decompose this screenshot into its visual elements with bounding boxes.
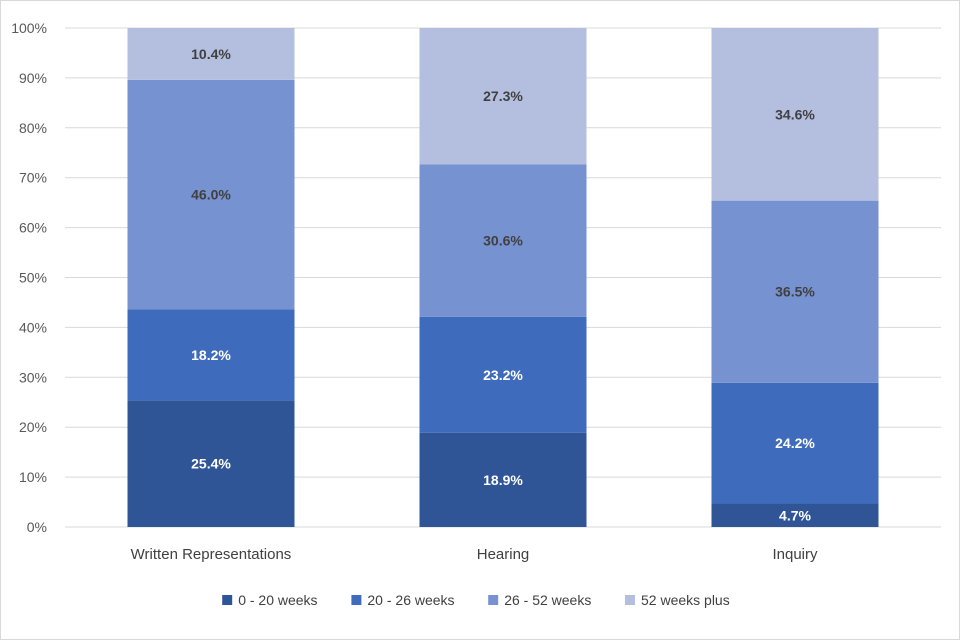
x-axis-category-labels: Written Representations Hearing Inquiry (131, 546, 818, 563)
bars (127, 28, 879, 527)
data-label: 46.0% (191, 187, 231, 203)
legend-swatch (222, 595, 233, 605)
y-tick-label: 40% (19, 319, 47, 335)
legend-swatch (351, 595, 362, 605)
legend-label: 52 weeks plus (641, 592, 730, 608)
x-category-label: Hearing (477, 546, 530, 563)
data-label: 18.9% (483, 472, 523, 488)
data-label: 25.4% (191, 456, 231, 472)
y-tick-label: 100% (11, 20, 47, 36)
bar-segment (127, 400, 295, 527)
y-tick-label: 60% (19, 220, 47, 236)
y-tick-label: 70% (19, 170, 47, 186)
bar-segment (419, 28, 587, 165)
data-label: 23.2% (483, 367, 523, 383)
y-tick-label: 20% (19, 419, 47, 435)
data-label: 36.5% (775, 284, 815, 300)
data-label: 18.2% (191, 347, 231, 363)
y-tick-label: 90% (19, 70, 47, 86)
bar-segment (711, 503, 879, 527)
bar-segment (419, 164, 587, 317)
data-label: 24.2% (775, 435, 815, 451)
data-label: 34.6% (775, 106, 815, 122)
bar-segment (419, 316, 587, 433)
data-labels: 25.4% 18.2% 46.0% 10.4% 18.9% 23.2% 30.6% 27.3%… (191, 46, 815, 523)
legend-label: 26 - 52 weeks (504, 592, 591, 608)
data-label: 4.7% (779, 507, 811, 523)
y-tick-label: 0% (27, 519, 47, 535)
legend-swatch (625, 595, 635, 605)
x-category-label: Written Representations (131, 546, 292, 563)
bar-segment (711, 200, 879, 383)
data-label: 10.4% (191, 46, 231, 62)
legend-swatch (488, 595, 499, 605)
y-tick-label: 10% (19, 469, 47, 485)
y-tick-label: 80% (19, 120, 47, 136)
legend-label: 0 - 20 weeks (238, 592, 317, 608)
legend-label: 20 - 26 weeks (367, 592, 454, 608)
data-label: 27.3% (483, 88, 523, 104)
y-tick-label: 30% (19, 369, 47, 385)
bar-segment (711, 28, 879, 201)
data-label: 30.6% (483, 233, 523, 249)
y-tick-label: 50% (19, 270, 47, 286)
bar-segment (711, 382, 879, 504)
bar-segment (127, 79, 295, 310)
bar-segment (127, 309, 295, 401)
legend: 0 - 20 weeks 20 - 26 weeks 26 - 52 weeks 52… (222, 592, 730, 608)
x-category-label: Inquiry (772, 546, 818, 563)
bar-segment (419, 432, 587, 527)
bar-segment (127, 28, 295, 80)
y-axis-tick-labels: 0% 10% 20% 30% 40% 50% 60% 70% 80% 90% 100% (11, 20, 47, 535)
